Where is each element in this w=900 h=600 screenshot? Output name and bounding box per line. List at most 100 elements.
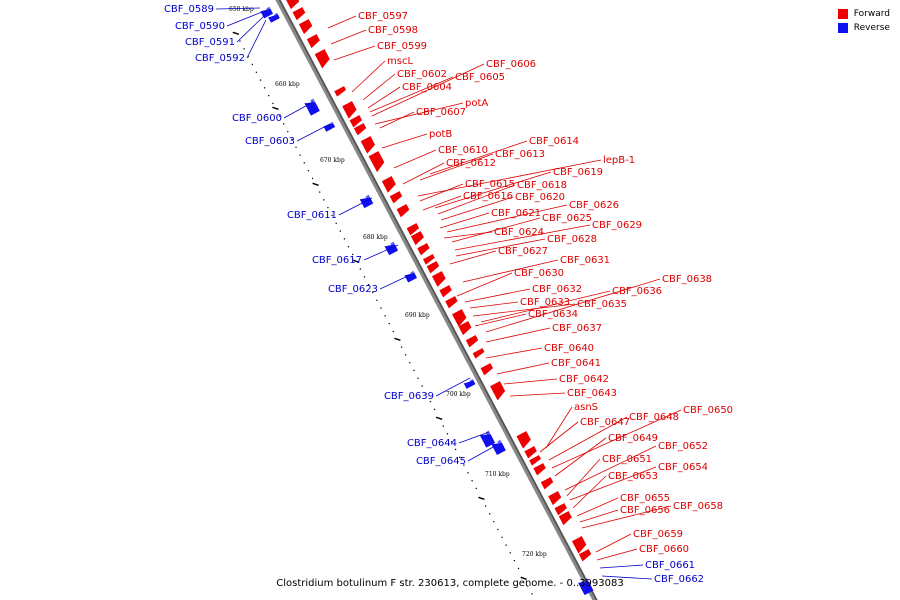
forward-gene-label[interactable]: CBF_0654 <box>658 462 708 473</box>
reverse-gene-label[interactable]: CBF_0591 <box>185 37 235 48</box>
forward-gene-label[interactable]: CBF_0631 <box>560 255 610 266</box>
forward-gene-label[interactable]: CBF_0625 <box>542 213 592 224</box>
forward-gene-label[interactable]: CBF_0606 <box>486 59 536 70</box>
forward-gene-label[interactable]: CBF_0621 <box>491 208 541 219</box>
reverse-gene-label[interactable]: CBF_0603 <box>245 136 295 147</box>
gene-shade <box>423 243 430 251</box>
forward-gene-label[interactable]: potB <box>429 129 452 140</box>
reverse-gene-label[interactable]: CBF_0623 <box>328 284 378 295</box>
forward-gene-label[interactable]: CBF_0656 <box>620 505 670 516</box>
forward-gene-label[interactable]: CBF_0636 <box>612 286 662 297</box>
label-leader <box>440 196 514 221</box>
forward-gene-label[interactable]: CBF_0635 <box>577 299 627 310</box>
forward-gene-label[interactable]: CBF_0619 <box>553 167 603 178</box>
gene-shade <box>578 536 587 547</box>
forward-gene-label[interactable]: CBF_0628 <box>547 234 597 245</box>
forward-gene-label[interactable]: CBF_0616 <box>463 191 513 202</box>
minor-tick <box>307 169 310 172</box>
label-leader <box>402 162 445 185</box>
reverse-gene-label[interactable]: CBF_0661 <box>645 560 695 571</box>
minor-tick <box>372 291 374 294</box>
gene-shade <box>341 86 346 92</box>
forward-gene-label[interactable]: CBF_0652 <box>658 441 708 452</box>
forward-gene-label[interactable]: CBF_0653 <box>608 471 658 482</box>
reverse-gene-arrow[interactable] <box>304 102 320 116</box>
label-leader <box>509 392 566 397</box>
forward-gene-label[interactable]: CBF_0624 <box>494 227 544 238</box>
forward-gene-label[interactable]: CBF_0626 <box>569 200 619 211</box>
forward-gene-label[interactable]: CBF_0599 <box>377 41 427 52</box>
gene-shade <box>547 477 554 485</box>
gene-shade <box>487 363 493 371</box>
forward-gene-label[interactable]: asnS <box>574 402 598 413</box>
forward-gene-label[interactable]: CBF_0612 <box>446 158 496 169</box>
forward-gene-label[interactable]: CBF_0597 <box>358 11 408 22</box>
forward-gene-label[interactable]: CBF_0637 <box>552 323 602 334</box>
label-leader <box>458 431 490 444</box>
minor-tick <box>291 138 293 141</box>
gene-shade <box>356 115 362 123</box>
label-leader <box>443 231 493 239</box>
forward-gene-label[interactable]: CBF_0659 <box>633 529 683 540</box>
reverse-gene-arrow[interactable] <box>359 197 374 209</box>
forward-gene-label[interactable]: CBF_0618 <box>517 180 567 191</box>
forward-gene-label[interactable]: CBF_0642 <box>559 374 609 385</box>
label-leader <box>422 195 462 211</box>
reverse-gene-label[interactable]: CBF_0592 <box>195 53 245 64</box>
forward-gene-label[interactable]: CBF_0602 <box>397 69 447 80</box>
label-leader <box>581 505 672 529</box>
forward-gene-label[interactable]: CBF_0641 <box>551 358 601 369</box>
forward-gene-label[interactable]: CBF_0627 <box>498 246 548 257</box>
forward-gene-label[interactable]: CBF_0647 <box>580 417 630 428</box>
label-leader <box>472 303 576 317</box>
forward-gene-label[interactable]: CBF_0598 <box>368 25 418 36</box>
label-leader <box>474 313 527 327</box>
forward-gene-label[interactable]: mscL <box>387 56 413 67</box>
reverse-gene-label[interactable]: CBF_0611 <box>287 210 337 221</box>
forward-gene-label[interactable]: CBF_0614 <box>529 136 579 147</box>
reverse-gene-label[interactable]: CBF_0645 <box>416 456 466 467</box>
forward-gene-label[interactable]: potA <box>465 98 488 109</box>
forward-gene-label[interactable]: CBF_0632 <box>532 284 582 295</box>
gene-shade <box>446 285 452 293</box>
gene-shade <box>465 321 472 330</box>
minor-tick <box>331 214 333 217</box>
minor-tick <box>278 115 281 117</box>
reverse-gene-label[interactable]: CBF_0590 <box>175 21 225 32</box>
reverse-gene-label[interactable]: CBF_0600 <box>232 113 282 124</box>
forward-gene-label[interactable]: CBF_0648 <box>629 412 679 423</box>
minor-tick <box>471 479 473 482</box>
reverse-gene-label[interactable]: CBF_0662 <box>654 574 704 585</box>
minor-tick <box>327 206 329 209</box>
forward-gene-label[interactable]: CBF_0650 <box>683 405 733 416</box>
label-leader <box>369 76 454 113</box>
forward-gene-label[interactable]: CBF_0638 <box>662 274 712 285</box>
forward-gene-label[interactable]: CBF_0640 <box>544 343 594 354</box>
forward-gene-label[interactable]: CBF_0610 <box>438 145 488 156</box>
forward-gene-label[interactable]: CBF_0660 <box>639 544 689 555</box>
gene-shade <box>451 296 458 304</box>
forward-gene-label[interactable]: CBF_0634 <box>528 309 578 320</box>
reverse-gene-label[interactable]: CBF_0617 <box>312 255 362 266</box>
reverse-gene-arrow[interactable] <box>491 442 506 456</box>
gene-shade <box>410 270 416 278</box>
forward-gene-label[interactable]: CBF_0620 <box>515 192 565 203</box>
forward-gene-label[interactable]: CBF_0605 <box>455 72 505 83</box>
forward-gene-label[interactable]: CBF_0630 <box>514 268 564 279</box>
forward-gene-label[interactable]: CBF_0629 <box>592 220 642 231</box>
forward-gene-label[interactable]: lepB-1 <box>603 155 635 166</box>
reverse-gene-label[interactable]: CBF_0589 <box>164 4 214 15</box>
forward-gene-label[interactable]: CBF_0633 <box>520 297 570 308</box>
forward-gene-label[interactable]: CBF_0655 <box>620 493 670 504</box>
forward-gene-label[interactable]: CBF_0607 <box>416 107 466 118</box>
forward-gene-label[interactable]: CBF_0613 <box>495 149 545 160</box>
forward-gene-label[interactable]: CBF_0649 <box>608 433 658 444</box>
forward-gene-label[interactable]: CBF_0604 <box>402 82 452 93</box>
forward-gene-label[interactable]: CBF_0651 <box>602 454 652 465</box>
forward-gene-label[interactable]: CBF_0643 <box>567 388 617 399</box>
reverse-gene-label[interactable]: CBF_0644 <box>407 438 457 449</box>
label-leader <box>451 217 541 243</box>
reverse-gene-label[interactable]: CBF_0639 <box>384 391 434 402</box>
forward-gene-label[interactable]: CBF_0615 <box>465 179 515 190</box>
forward-gene-label[interactable]: CBF_0658 <box>673 501 723 512</box>
